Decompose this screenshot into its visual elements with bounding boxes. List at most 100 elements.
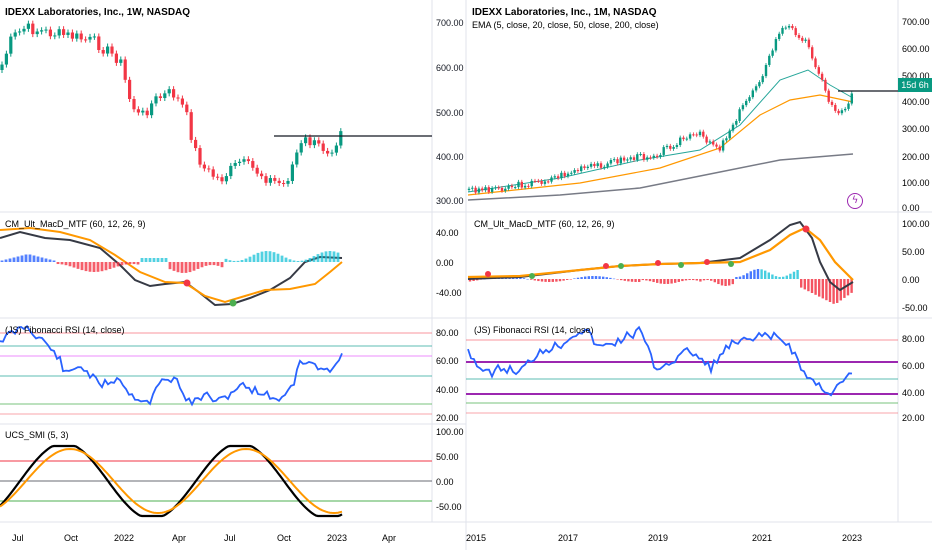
- right-time-tick: 2023: [842, 533, 862, 543]
- candle-body: [334, 145, 338, 153]
- left-time-tick: Apr: [382, 533, 396, 543]
- rsi-line: [467, 325, 853, 397]
- ema-200-line: [467, 153, 854, 201]
- right-rsi-axis: 80.00 60.00 40.00 20.00: [902, 334, 925, 423]
- right-price-pane[interactable]: [467, 23, 898, 201]
- right-macd-tick: 100.00: [902, 219, 930, 229]
- right-rsi-tick: 80.00: [902, 334, 925, 344]
- left-rsi-tick: 80.00: [436, 328, 459, 338]
- signal-line: [467, 226, 854, 281]
- candle-body: [31, 23, 35, 35]
- left-macd-title: CM_Ult_MacD_MTF (60, 12, 26, 9): [5, 219, 146, 229]
- cross-dot: [529, 273, 535, 279]
- candle-body: [194, 139, 198, 149]
- candle-body: [229, 165, 233, 177]
- candle-body: [101, 50, 105, 54]
- candle-body: [216, 176, 220, 178]
- left-macd-axis: 40.00 0.00 -40.00: [436, 228, 462, 298]
- right-rsi-pane[interactable]: [466, 325, 898, 414]
- candle-body: [330, 152, 334, 154]
- left-smi-tick: 0.00: [436, 477, 454, 487]
- left-smi-pane[interactable]: [0, 444, 432, 518]
- left-price-tick: 300.00: [436, 196, 464, 206]
- candle-body: [119, 59, 123, 63]
- left-rsi-axis: 80.00 60.00 40.00 20.00: [436, 328, 459, 423]
- candle-body: [176, 97, 180, 99]
- cross-dot: [485, 271, 491, 277]
- candle-body: [312, 140, 316, 146]
- candle-body: [13, 32, 17, 37]
- left-time-axis: Jul Oct 2022 Apr Jul Oct 2023 Apr: [12, 533, 396, 543]
- candle-body: [40, 30, 44, 32]
- left-rsi-pane[interactable]: [0, 324, 432, 415]
- candle-body: [246, 159, 250, 162]
- candle-body: [251, 161, 255, 168]
- right-price-tick: 600.00: [902, 44, 930, 54]
- candle-body: [145, 110, 149, 116]
- candle-body: [317, 140, 321, 144]
- left-time-tick: Apr: [172, 533, 186, 543]
- right-price-tick: 400.00: [902, 97, 930, 107]
- candle-body: [136, 109, 140, 113]
- left-price-candles[interactable]: [0, 20, 343, 187]
- candle-body: [268, 178, 272, 183]
- left-time-tick: 2022: [114, 533, 134, 543]
- candle-body: [255, 167, 259, 174]
- cross-dot: [229, 299, 237, 307]
- left-macd-tick: 0.00: [436, 258, 454, 268]
- right-price-tick: 300.00: [902, 124, 930, 134]
- candle-body: [75, 33, 79, 39]
- right-macd-pane[interactable]: [467, 220, 854, 304]
- candle-body: [4, 53, 8, 65]
- candle-body: [198, 148, 202, 165]
- left-smi-axis: 100.00 50.00 0.00 -50.00: [436, 427, 464, 512]
- candle-body: [84, 39, 88, 41]
- cross-dot: [802, 225, 810, 233]
- left-price-tick: 600.00: [436, 63, 464, 73]
- candle-body: [48, 29, 52, 37]
- cross-dot: [183, 279, 191, 287]
- ema-50-line: [467, 94, 854, 196]
- right-time-tick: 2017: [558, 533, 578, 543]
- left-rsi-tick: 20.00: [436, 413, 459, 423]
- left-time-tick: Jul: [224, 533, 236, 543]
- cross-dot: [704, 259, 710, 265]
- left-smi-tick: 100.00: [436, 427, 464, 437]
- right-macd-tick: 50.00: [902, 247, 925, 257]
- macd-histogram: [0, 251, 340, 273]
- candle-body: [282, 183, 286, 185]
- left-rsi-title: (JS) Fibonacci RSI (14, close): [5, 325, 125, 335]
- left-smi-title: UCS_SMI (5, 3): [5, 430, 69, 440]
- cross-dot: [678, 262, 684, 268]
- right-macd-tick: 0.00: [902, 275, 920, 285]
- right-time-tick: 2021: [752, 533, 772, 543]
- candle-body: [326, 150, 330, 154]
- right-price-candles: [467, 23, 853, 195]
- candle-body: [22, 28, 26, 32]
- lightning-bolt-icon[interactable]: ϟ: [847, 193, 863, 209]
- candle-body: [264, 176, 268, 183]
- candle-body: [220, 177, 224, 182]
- candle-body: [66, 32, 70, 35]
- candle-body: [18, 31, 22, 33]
- candle-body: [88, 36, 92, 40]
- candle-body: [70, 32, 74, 39]
- left-smi-tick: 50.00: [436, 452, 459, 462]
- candle-body: [114, 53, 118, 63]
- signal-line: [0, 226, 343, 304]
- cross-dot: [618, 263, 624, 269]
- left-price-tick: 400.00: [436, 152, 464, 162]
- candle-body: [0, 64, 4, 70]
- candle-body: [128, 79, 132, 100]
- rsi-line: [0, 324, 343, 407]
- candle-body: [286, 180, 290, 184]
- candle-body: [150, 103, 154, 116]
- right-rsi-tick: 60.00: [902, 361, 925, 371]
- left-macd-pane[interactable]: [0, 226, 343, 307]
- right-time-tick: 2019: [648, 533, 668, 543]
- candle-body: [167, 89, 171, 94]
- candle-body: [260, 173, 264, 177]
- right-rsi-tick: 20.00: [902, 413, 925, 423]
- candle-body: [233, 163, 237, 166]
